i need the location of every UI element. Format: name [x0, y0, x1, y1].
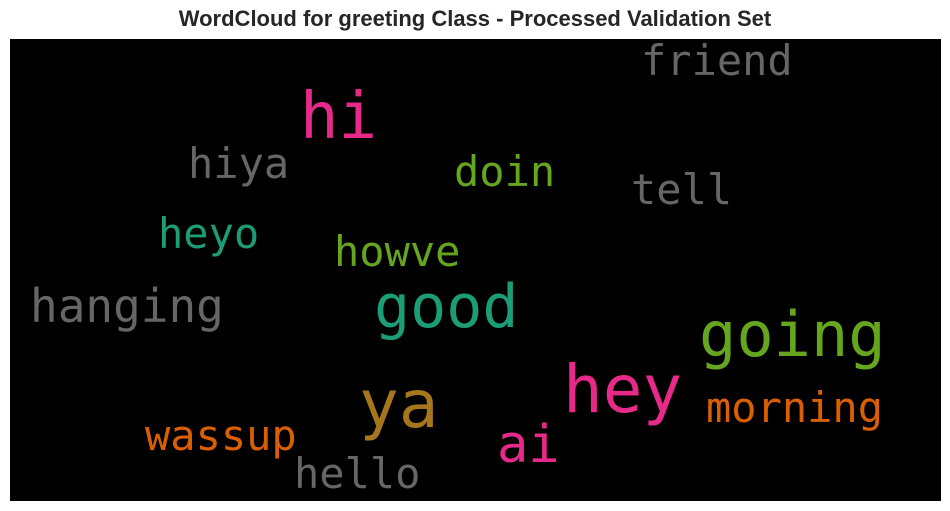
word-hiya: hiya [188, 139, 290, 188]
word-good: good [374, 272, 519, 342]
word-hanging: hanging [30, 279, 224, 333]
word-ai: ai [497, 415, 560, 475]
word-wassup: wassup [145, 411, 297, 460]
word-howve: howve [334, 227, 461, 276]
word-hey: hey [563, 351, 683, 428]
word-doin: doin [454, 147, 556, 196]
word-tell: tell [631, 165, 733, 214]
word-hello: hello [294, 449, 421, 498]
word-ya: ya [359, 366, 439, 443]
word-cloud: friend hi hiya doin tell heyo howve hang… [10, 39, 941, 501]
word-morning: morning [706, 383, 884, 432]
chart-title: WordCloud for greeting Class - Processed… [178, 6, 772, 31]
word-friend: friend [641, 39, 793, 85]
word-hi: hi [300, 80, 378, 154]
word-going: going [699, 298, 886, 371]
word-heyo: heyo [158, 209, 260, 258]
